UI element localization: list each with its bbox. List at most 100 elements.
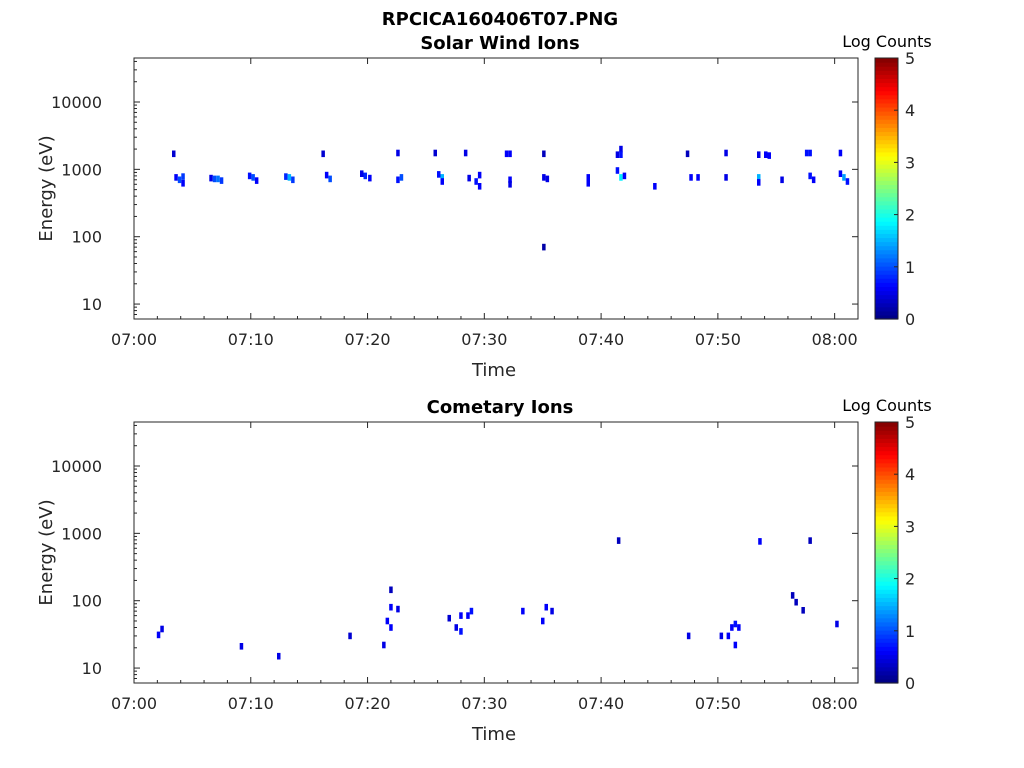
colorbar-segment bbox=[875, 168, 898, 173]
colorbar-segment bbox=[875, 310, 898, 316]
colorbar-segment bbox=[875, 115, 898, 120]
heatmap-cell bbox=[321, 150, 325, 158]
heatmap-cell bbox=[586, 180, 590, 187]
colorbar-segment bbox=[875, 119, 898, 124]
heatmap-cell bbox=[686, 632, 691, 640]
colorbar-tick-label: 2 bbox=[905, 206, 915, 225]
colorbar-segment bbox=[875, 483, 898, 488]
y-tick-label: 10 bbox=[82, 295, 102, 314]
heatmap-cell bbox=[521, 607, 525, 615]
colorbar-segment bbox=[875, 164, 898, 169]
heatmap-cell bbox=[247, 172, 252, 180]
colorbar-segment bbox=[875, 111, 898, 116]
colorbar-segment bbox=[875, 507, 898, 513]
heatmap-cell bbox=[477, 171, 482, 179]
colorbar-segment bbox=[875, 66, 898, 71]
colorbar-segment bbox=[875, 642, 898, 647]
colorbar-segment bbox=[875, 617, 898, 623]
colorbar-segment bbox=[875, 625, 898, 631]
heatmap-cell bbox=[757, 179, 761, 186]
x-tick-label: 07:00 bbox=[111, 330, 157, 349]
colorbar-segment bbox=[875, 454, 898, 460]
colorbar-segment bbox=[875, 180, 898, 186]
x-tick-label: 07:50 bbox=[695, 330, 741, 349]
heatmap-cell bbox=[653, 183, 657, 190]
colorbar-segment bbox=[875, 601, 898, 607]
colorbar-segment bbox=[875, 155, 898, 161]
heatmap-cell bbox=[277, 652, 281, 660]
heatmap-cell bbox=[174, 174, 178, 181]
colorbar-segment bbox=[875, 528, 898, 533]
colorbar-segment bbox=[875, 70, 898, 75]
colorbar-label: Log Counts bbox=[842, 32, 932, 51]
colorbar-segment bbox=[875, 511, 898, 517]
colorbar-segment bbox=[875, 176, 898, 181]
colorbar-segment bbox=[875, 298, 898, 304]
heatmap-cell bbox=[396, 176, 400, 184]
colorbar-segment bbox=[875, 605, 898, 611]
colorbar-segment bbox=[875, 426, 898, 431]
plot-area bbox=[133, 421, 859, 684]
heatmap-cell bbox=[794, 598, 798, 606]
heatmap-cell bbox=[360, 170, 364, 177]
heatmap-cell bbox=[804, 149, 809, 157]
colorbar-segment bbox=[875, 564, 898, 570]
x-tick-label: 07:30 bbox=[461, 694, 507, 713]
colorbar-segment bbox=[875, 634, 898, 639]
heatmap-cell bbox=[440, 174, 444, 181]
colorbar-segment bbox=[875, 245, 898, 251]
colorbar-segment bbox=[875, 302, 898, 308]
x-tick-label: 08:00 bbox=[812, 330, 858, 349]
heatmap-cell bbox=[790, 592, 795, 599]
colorbar-segment bbox=[875, 576, 898, 582]
colorbar-segment bbox=[875, 159, 898, 165]
colorbar-segment bbox=[875, 123, 898, 128]
y-tick-label: 1000 bbox=[61, 524, 102, 543]
colorbar-frame bbox=[874, 421, 899, 684]
heatmap-cell bbox=[219, 177, 224, 184]
colorbar-segment bbox=[875, 139, 898, 145]
colorbar-segment bbox=[875, 438, 898, 443]
colorbar-tick-label: 2 bbox=[905, 570, 915, 589]
plot-area bbox=[133, 57, 859, 320]
colorbar-segment bbox=[875, 629, 898, 635]
colorbar-segment bbox=[875, 523, 898, 529]
colorbar-tick-label: 5 bbox=[905, 413, 915, 432]
colorbar-segment bbox=[875, 261, 898, 267]
heatmap-cell bbox=[619, 174, 623, 181]
heatmap-cell bbox=[399, 174, 404, 181]
heatmap-cell bbox=[287, 174, 292, 181]
heatmap-cell bbox=[454, 624, 458, 631]
colorbar-segment bbox=[875, 143, 898, 149]
heatmap-cell bbox=[737, 624, 741, 631]
heatmap-cell bbox=[396, 149, 400, 157]
heatmap-cell bbox=[689, 174, 693, 181]
colorbar-segment bbox=[875, 257, 898, 263]
colorbar-segment bbox=[875, 462, 898, 468]
heatmap-cell bbox=[542, 174, 546, 181]
heatmap-cell bbox=[508, 176, 512, 184]
heatmap-cell bbox=[838, 170, 843, 177]
panel-title: Solar Wind Ions bbox=[420, 33, 579, 54]
heatmap-cell bbox=[291, 176, 295, 184]
colorbar-segment bbox=[875, 593, 898, 598]
heatmap-cell bbox=[363, 172, 367, 180]
x-axis-label: Time bbox=[471, 360, 516, 381]
x-tick-label: 07:20 bbox=[344, 694, 390, 713]
heatmap-cell bbox=[780, 176, 784, 184]
colorbar-segment bbox=[875, 536, 898, 541]
colorbar-segment bbox=[875, 314, 898, 320]
colorbar-segment bbox=[875, 499, 898, 505]
heatmap-cell bbox=[181, 173, 185, 180]
heatmap-cell bbox=[726, 632, 731, 640]
colorbar-segment bbox=[875, 184, 898, 190]
heatmap-cell bbox=[467, 174, 471, 182]
colorbar-segment bbox=[875, 589, 898, 594]
colorbar-segment bbox=[875, 131, 898, 137]
colorbar-segment bbox=[875, 662, 898, 668]
y-tick-label: 100 bbox=[71, 592, 102, 611]
x-tick-label: 07:00 bbox=[111, 694, 157, 713]
colorbar-segment bbox=[875, 638, 898, 643]
colorbar-segment bbox=[875, 241, 898, 247]
colorbar-label: Log Counts bbox=[842, 396, 932, 415]
